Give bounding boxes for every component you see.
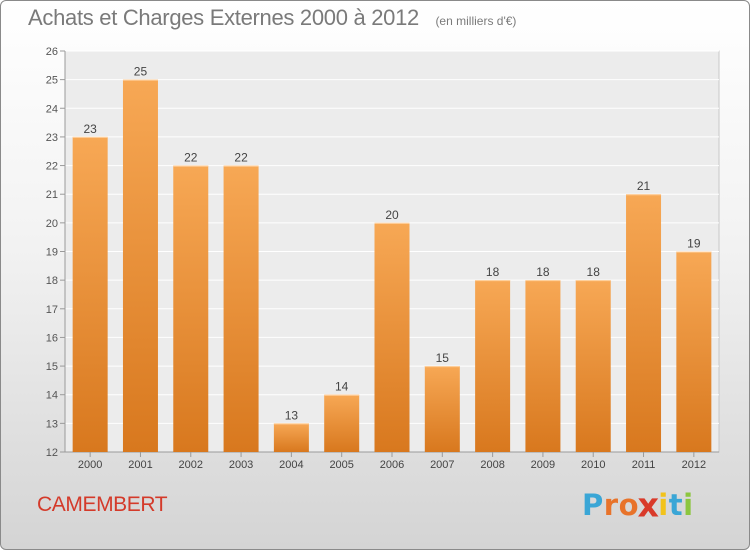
y-tick-label: 25 xyxy=(46,75,58,87)
y-tick-label: 26 xyxy=(46,46,58,58)
y-tick-label: 24 xyxy=(46,103,58,115)
proxiti-logo: Proxiti xyxy=(582,485,694,525)
y-tick-label: 17 xyxy=(46,304,58,316)
logo-letter: o xyxy=(618,488,640,522)
bar xyxy=(72,136,108,452)
data-label: 18 xyxy=(486,265,500,279)
bar xyxy=(374,222,410,452)
logo-letter: r xyxy=(603,488,619,522)
bar xyxy=(626,194,662,452)
logo-letter: t xyxy=(668,488,684,522)
x-tick-label: 2000 xyxy=(78,459,102,471)
bar xyxy=(575,280,611,452)
x-tick-label: 2002 xyxy=(179,459,203,471)
bar xyxy=(676,251,712,452)
x-tick-label: 2012 xyxy=(682,459,706,471)
logo-letter: i xyxy=(658,488,669,522)
y-tick-label: 13 xyxy=(46,418,58,430)
commune-name: CAMEMBERT xyxy=(37,493,168,516)
data-label: 19 xyxy=(687,237,701,251)
y-tick-label: 22 xyxy=(46,161,58,173)
y-tick-label: 16 xyxy=(46,332,58,344)
x-tick-label: 2008 xyxy=(480,459,504,471)
data-label: 22 xyxy=(184,151,198,165)
y-tick-label: 20 xyxy=(46,218,58,230)
chart-subtitle: (en milliers d'€) xyxy=(435,14,517,28)
y-tick-label: 14 xyxy=(46,390,58,402)
bar xyxy=(173,165,209,453)
bar xyxy=(525,280,561,452)
data-label: 23 xyxy=(83,122,97,136)
data-label: 20 xyxy=(385,208,399,222)
y-tick-label: 19 xyxy=(46,247,58,259)
x-tick-label: 2011 xyxy=(632,459,656,471)
x-tick-label: 2009 xyxy=(531,459,555,471)
logo-letter: i xyxy=(683,488,694,522)
chart-header: Achats et Charges Externes 2000 à 2012 (… xyxy=(28,5,516,31)
bar xyxy=(223,165,259,453)
data-label: 18 xyxy=(587,265,601,279)
data-label: 25 xyxy=(134,65,148,79)
x-tick-label: 2006 xyxy=(380,459,404,471)
y-tick-label: 15 xyxy=(46,361,58,373)
y-tick-label: 12 xyxy=(46,447,58,459)
bar xyxy=(273,423,309,452)
x-tick-label: 2001 xyxy=(128,459,152,471)
logo-letter: x xyxy=(637,485,660,525)
bar xyxy=(122,79,158,453)
data-label: 18 xyxy=(536,265,550,279)
logo-letter: P xyxy=(582,488,604,522)
data-label: 13 xyxy=(285,408,299,422)
x-tick-label: 2010 xyxy=(581,459,605,471)
y-tick-label: 18 xyxy=(46,275,58,287)
x-tick-label: 2003 xyxy=(229,459,253,471)
y-tick-label: 23 xyxy=(46,132,58,144)
bar xyxy=(324,394,360,452)
x-tick-label: 2004 xyxy=(279,459,303,471)
bar xyxy=(475,280,511,452)
data-label: 14 xyxy=(335,380,349,394)
data-label: 21 xyxy=(637,179,651,193)
x-tick-label: 2005 xyxy=(329,459,353,471)
data-label: 15 xyxy=(436,351,450,365)
y-tick-label: 21 xyxy=(46,189,58,201)
data-label: 22 xyxy=(234,151,248,165)
bar xyxy=(424,366,460,452)
chart-title: Achats et Charges Externes 2000 à 2012 xyxy=(28,5,419,30)
x-tick-label: 2007 xyxy=(430,459,454,471)
